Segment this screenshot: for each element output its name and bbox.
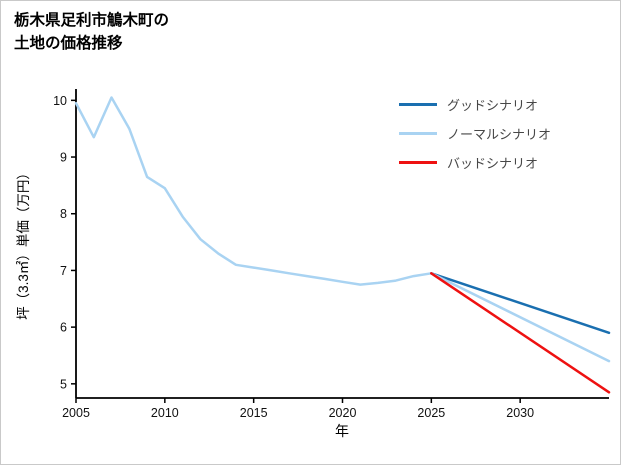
legend-item-1: グッドシナリオ [399,95,551,114]
y-axis-label: 坪（3.3㎡）単価（万円） [16,166,31,320]
y-tick-label: 10 [53,94,67,108]
y-tick-label: 6 [60,321,67,335]
chart-title-line1: 栃木県足利市鵤木町の [14,12,170,29]
series-line-ノーマルシナリオ [430,272,611,363]
y-tick-label: 8 [60,207,67,221]
x-tick-label: 2015 [240,406,268,420]
series-line-バッドシナリオ [430,272,611,394]
legend-line-swatch [399,103,437,106]
legend-line-swatch [399,161,437,164]
legend-item-2: ノーマルシナリオ [399,124,551,143]
legend-label: グッドシナリオ [447,98,539,113]
legend-item-3: バッドシナリオ [399,153,551,172]
x-tick-label: 2010 [151,406,179,420]
chart-title-line2: 土地の価格推移 [14,35,123,53]
x-tick-label: 2025 [417,406,445,420]
x-tick-label: 2030 [506,406,534,420]
legend-label: ノーマルシナリオ [447,127,552,142]
x-tick-label: 2020 [329,406,357,420]
series-line-実績（価格推移） [74,96,433,286]
legend-line-swatch [399,132,437,135]
legend-label: バッドシナリオ [447,156,539,171]
y-tick-label: 7 [60,264,67,278]
x-tick-label: 2005 [62,406,90,420]
y-tick-label: 5 [60,377,67,391]
y-tick-label: 9 [60,151,67,165]
chart-title: 栃木県足利市鵤木町の 土地の価格推移 [14,9,169,56]
chart-legend: グッドシナリオ ノーマルシナリオ バッドシナリオ [399,95,551,172]
x-axis-label: 年 [335,423,349,439]
series-line-グッドシナリオ [430,272,611,335]
